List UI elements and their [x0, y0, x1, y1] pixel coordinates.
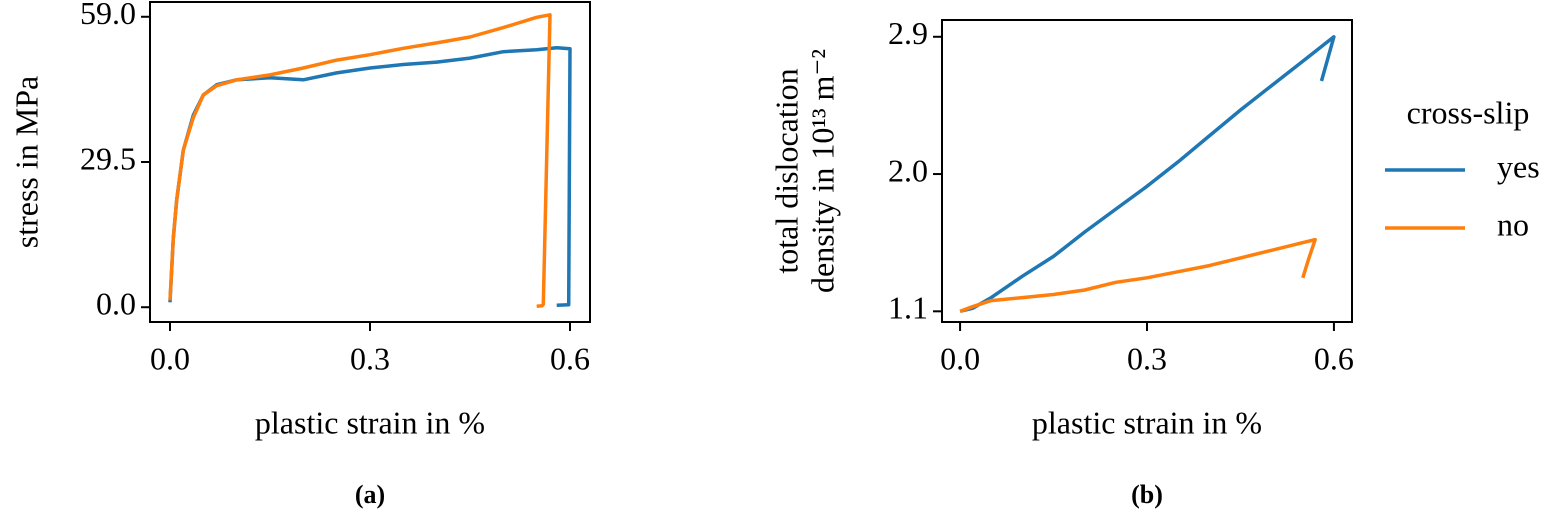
y-axis-label: density in 10¹³ m⁻²	[804, 49, 840, 293]
x-axis-label: plastic strain in %	[255, 404, 485, 440]
x-tick-label: 0.0	[940, 340, 980, 376]
x-tick-label: 0.6	[550, 340, 590, 376]
data-line	[168, 13, 552, 308]
data-line	[959, 35, 1336, 314]
data-line	[168, 46, 572, 308]
y-tick-label: 29.5	[80, 140, 136, 176]
data-line	[959, 237, 1317, 313]
y-tick-label: 0.0	[96, 286, 136, 322]
y-tick-label: 59.0	[80, 0, 136, 31]
legend-label: no	[1497, 206, 1529, 242]
y-tick-label: 2.0	[888, 152, 928, 188]
x-tick-label: 0.3	[350, 340, 390, 376]
caption: (b)	[1131, 480, 1163, 509]
y-tick-label: 2.9	[888, 15, 928, 51]
x-tick-label: 0.6	[1314, 340, 1354, 376]
legend-title: cross-slip	[1407, 94, 1530, 130]
axes-frame	[941, 19, 1353, 323]
x-tick-label: 0.3	[1127, 340, 1167, 376]
y-axis-label: stress in MPa	[8, 76, 44, 248]
caption: (a)	[355, 480, 385, 509]
y-axis-label: total dislocation	[768, 68, 804, 273]
legend-label: yes	[1497, 148, 1540, 184]
axes-frame	[149, 1, 591, 323]
x-axis-label: plastic strain in %	[1032, 404, 1262, 440]
y-tick-label: 1.1	[888, 290, 928, 326]
x-tick-label: 0.0	[150, 340, 190, 376]
